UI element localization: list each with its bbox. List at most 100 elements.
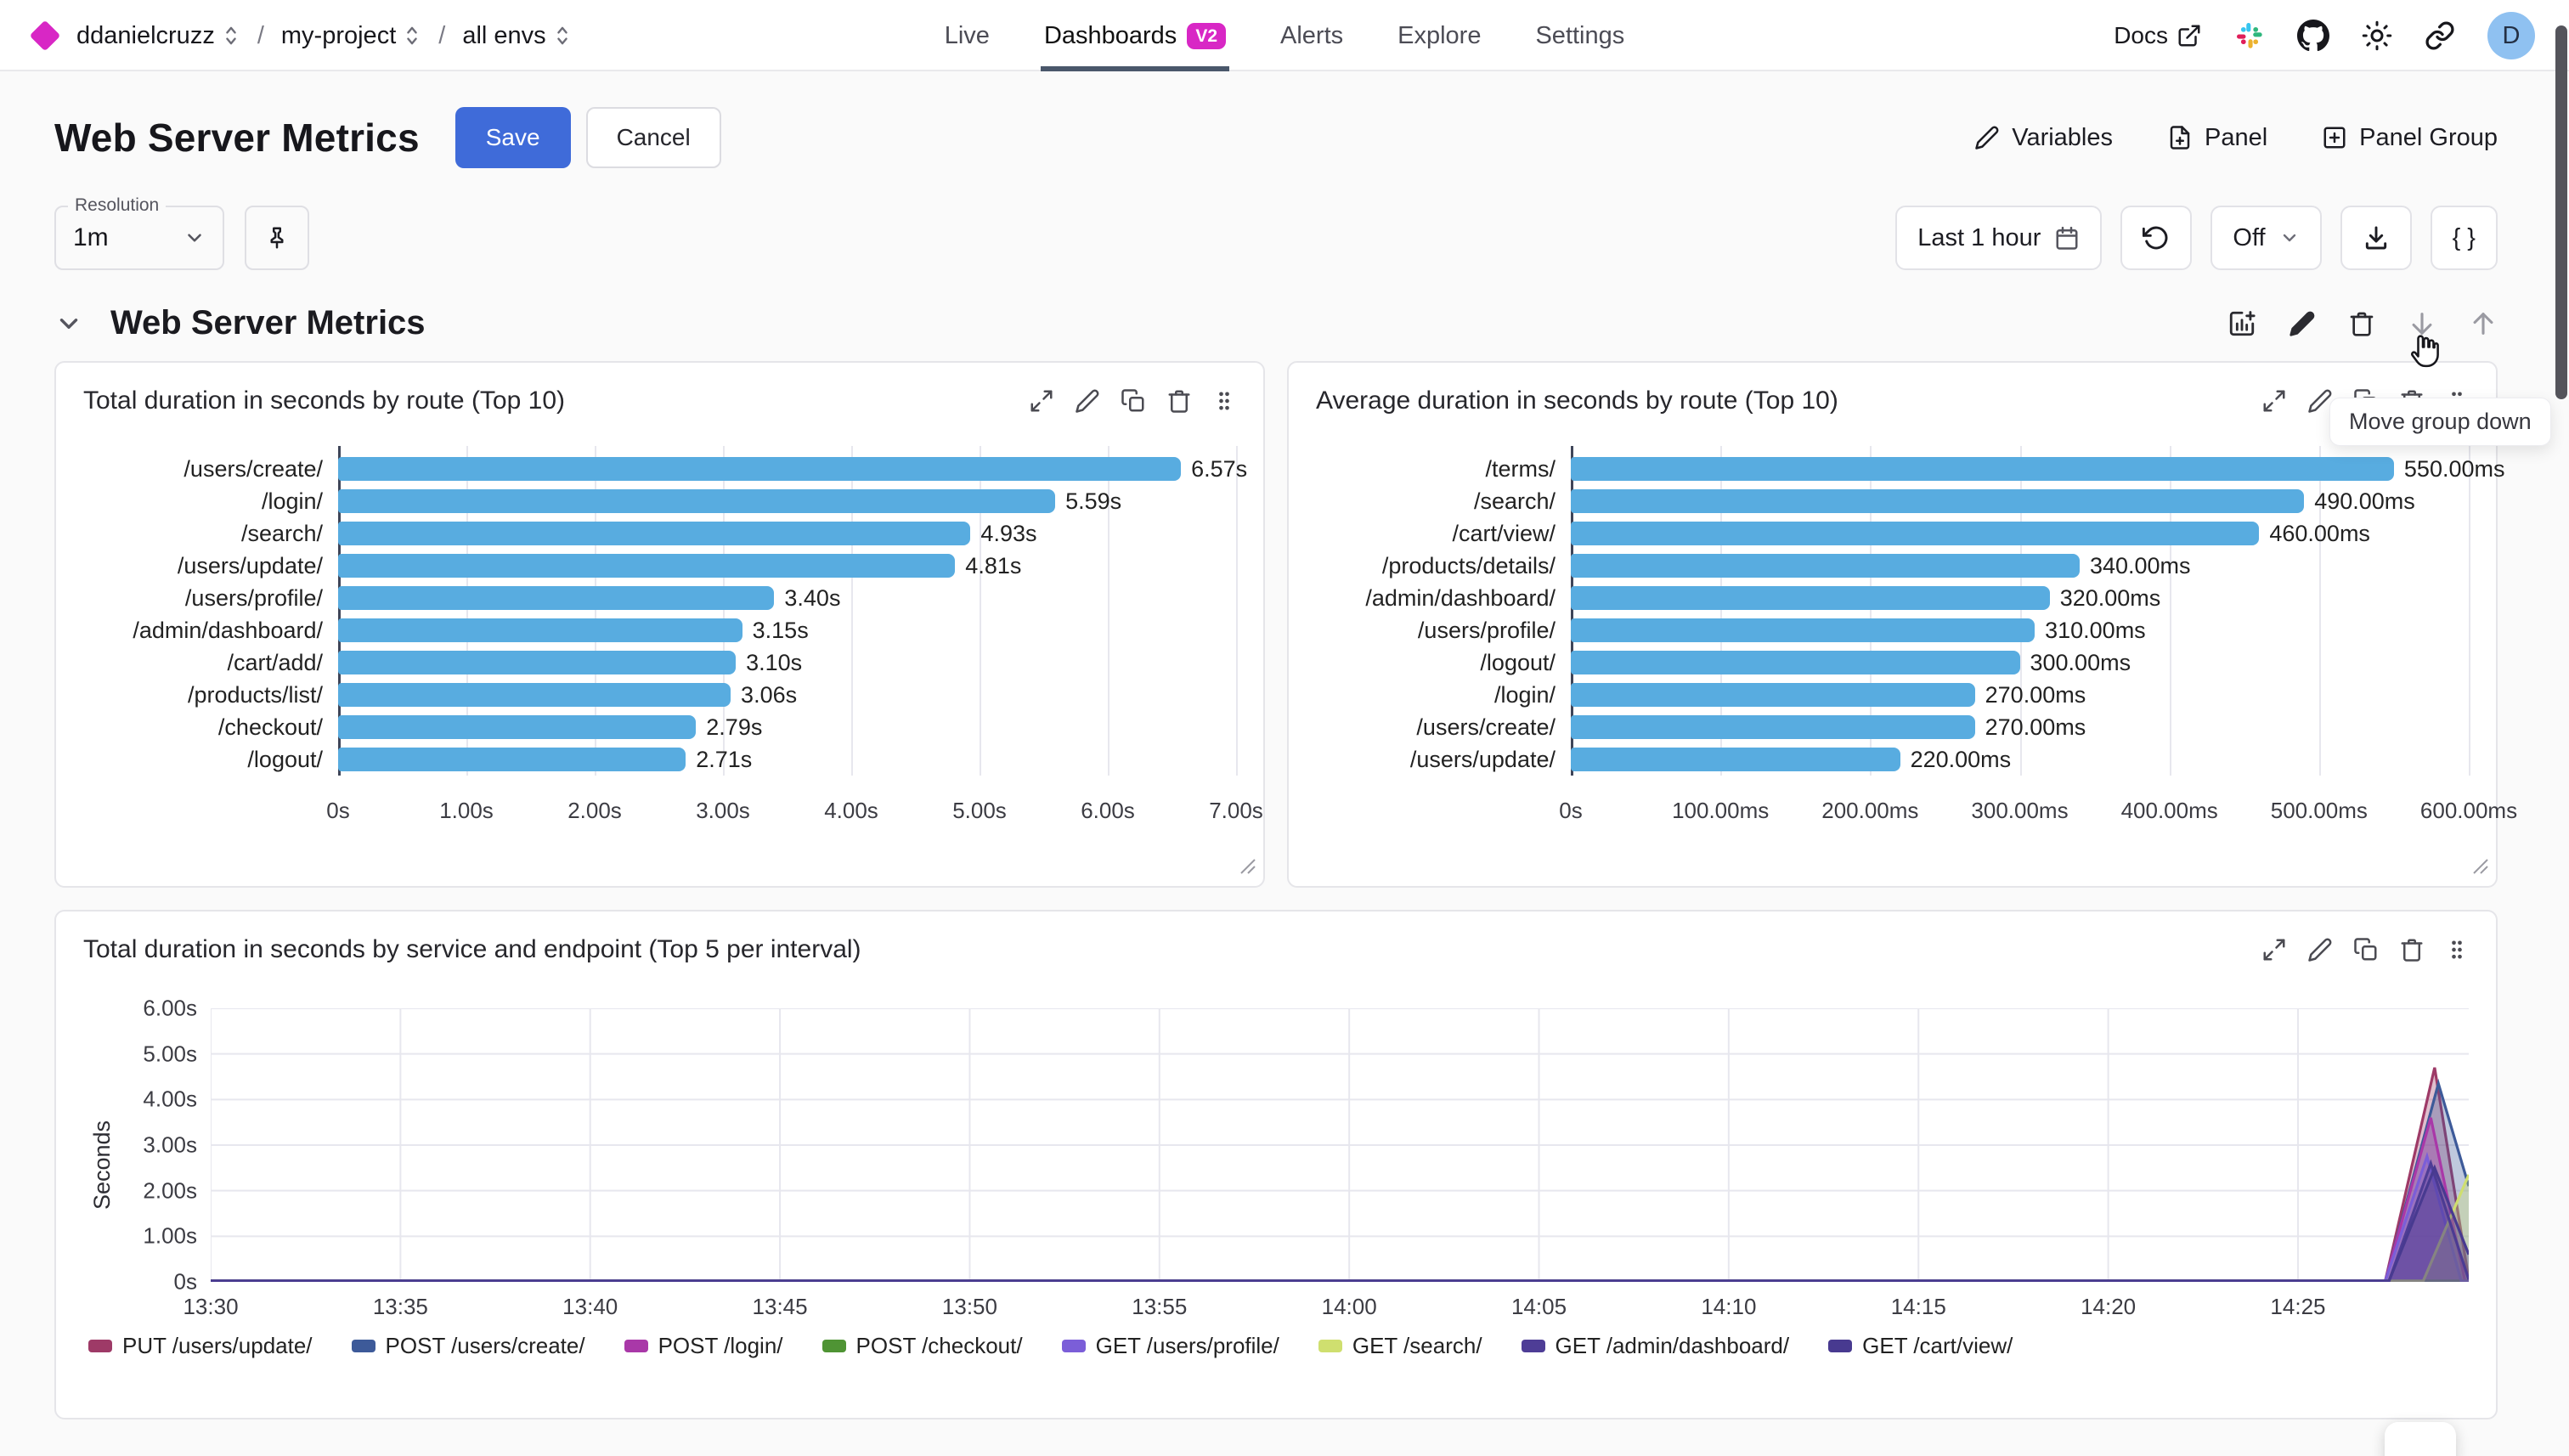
add-panel-button[interactable]: Panel [2167, 124, 2267, 152]
nav-explore[interactable]: Explore [1397, 21, 1482, 49]
delete-panel-button[interactable] [2399, 937, 2425, 962]
drag-panel-handle[interactable] [2445, 937, 2469, 962]
delete-panel-button[interactable] [1166, 388, 1192, 414]
expand-panel-button[interactable] [1029, 388, 1054, 414]
bar[interactable] [1571, 715, 1975, 739]
github-button[interactable] [2297, 20, 2329, 52]
bar[interactable] [338, 489, 1056, 513]
bar[interactable] [338, 554, 956, 578]
bar-category-label: /users/profile/ [184, 584, 323, 611]
org-selector[interactable]: ddanielcruzz [76, 22, 240, 50]
edit-panel-button[interactable] [2307, 388, 2333, 414]
panel-actions [2261, 937, 2469, 962]
expand-panel-button[interactable] [2261, 937, 2287, 962]
bar[interactable] [338, 457, 1182, 481]
delete-group-button[interactable] [2348, 310, 2375, 337]
chevron-down-icon [188, 234, 201, 242]
bottom-right-floating-element[interactable] [2385, 1422, 2456, 1456]
auto-refresh-value: Off [2233, 223, 2266, 251]
nav-alerts[interactable]: Alerts [1280, 21, 1344, 49]
drag-panel-handle[interactable] [1212, 388, 1236, 414]
timeseries-wrap: Seconds 0s 1.00s 2.00s 3.00s 4.00s 5.00s 6.00s 1… [83, 996, 2469, 1321]
export-button[interactable] [2340, 206, 2412, 270]
duplicate-panel-button[interactable] [2353, 937, 2379, 962]
legend-item[interactable]: POST /checkout/ [822, 1333, 1023, 1359]
legend-item[interactable]: GET /search/ [1318, 1333, 1482, 1359]
braces-icon: { } [2452, 223, 2476, 251]
move-group-up-button[interactable] [2469, 309, 2498, 338]
bar[interactable] [1571, 489, 2305, 513]
bar[interactable] [1571, 748, 1900, 771]
auto-refresh-select[interactable]: Off [2210, 206, 2322, 270]
theme-toggle-button[interactable] [2362, 20, 2392, 51]
bar[interactable] [1571, 554, 2080, 578]
bar[interactable] [1571, 618, 2035, 642]
bar[interactable] [338, 683, 731, 707]
legend-item[interactable]: POST /login/ [624, 1333, 783, 1359]
legend-item[interactable]: GET /admin/dashboard/ [1521, 1333, 1789, 1359]
add-chart-to-group-button[interactable] [2227, 309, 2256, 338]
user-avatar[interactable]: D [2487, 12, 2535, 59]
nav-dashboards[interactable]: Dashboards V2 [1040, 0, 1229, 71]
edit-panel-button[interactable] [2307, 937, 2333, 962]
panel-title: Average duration in seconds by route (To… [1316, 387, 1838, 415]
expand-panel-button[interactable] [2261, 388, 2287, 414]
bar-row: 220.00ms [1571, 743, 2469, 776]
variables-button[interactable]: Variables [1974, 124, 2113, 152]
expand-icon [2263, 390, 2285, 412]
bar[interactable] [338, 715, 697, 739]
brand-logo-icon[interactable] [29, 20, 61, 52]
edit-panel-button[interactable] [1075, 388, 1100, 414]
legend-item[interactable]: GET /cart/view/ [1828, 1333, 2013, 1359]
x-tick-label: 14:15 [1890, 1294, 1946, 1319]
bar[interactable] [1571, 586, 2050, 610]
nav-settings[interactable]: Settings [1535, 21, 1625, 49]
bar[interactable] [1571, 457, 2394, 481]
legend-label: GET /search/ [1352, 1333, 1482, 1358]
breadcrumb-separator: / [438, 21, 446, 49]
legend-item[interactable]: POST /users/create/ [351, 1333, 585, 1359]
x-tick-label: 400.00ms [2120, 798, 2218, 823]
refresh-button[interactable] [2120, 206, 2193, 270]
move-group-down-button[interactable] [2408, 309, 2436, 338]
duplicate-panel-button[interactable] [1121, 388, 1146, 414]
y-tick-label: 1.00s [143, 1222, 197, 1249]
bar[interactable] [338, 586, 775, 610]
bar[interactable] [1571, 651, 2020, 674]
slack-button[interactable] [2234, 20, 2265, 51]
env-selector[interactable]: all envs [462, 22, 571, 50]
nav-live[interactable]: Live [944, 21, 990, 49]
panel-average-duration-by-route: Average duration in seconds by route (To… [1287, 361, 2517, 888]
panel-resize-handle[interactable] [2470, 856, 2489, 879]
legend-item[interactable]: PUT /users/update/ [88, 1333, 313, 1359]
bar[interactable] [338, 618, 742, 642]
panel-resize-handle[interactable] [1238, 856, 1256, 879]
vertical-scrollbar-thumb[interactable] [2555, 25, 2567, 399]
bar[interactable] [338, 522, 971, 545]
bar[interactable] [1571, 683, 1975, 707]
bar-chart: /users/create/ /login/ /search/ /users/upda… [83, 446, 1263, 830]
edit-group-button[interactable] [2289, 310, 2316, 337]
collapse-chevron-icon[interactable] [54, 309, 83, 338]
save-button[interactable]: Save [455, 107, 571, 168]
trash-icon [2401, 939, 2423, 962]
legend-swatch [1061, 1340, 1086, 1352]
json-view-button[interactable]: { } [2430, 206, 2498, 270]
bar[interactable] [338, 651, 737, 674]
legend-item[interactable]: GET /users/profile/ [1061, 1333, 1279, 1359]
bar-category-label: /products/details/ [1381, 552, 1556, 578]
docs-link[interactable]: Docs [2114, 22, 2202, 49]
cancel-button[interactable]: Cancel [585, 107, 721, 168]
share-link-button[interactable] [2425, 20, 2455, 51]
project-selector[interactable]: my-project [281, 22, 421, 50]
bar[interactable] [338, 748, 686, 771]
resolution-select[interactable]: Resolution 1m [54, 195, 224, 270]
timeseries-plot[interactable] [211, 1008, 2469, 1282]
bar[interactable] [1571, 522, 2260, 545]
time-range-picker[interactable]: Last 1 hour [1895, 206, 2103, 270]
bar-value-label: 4.81s [965, 552, 1022, 578]
bar-row: 4.81s [338, 550, 1236, 582]
arrow-down-icon [2412, 312, 2432, 335]
pin-resolution-button[interactable] [245, 206, 309, 270]
add-panel-group-button[interactable]: Panel Group [2322, 124, 2498, 152]
